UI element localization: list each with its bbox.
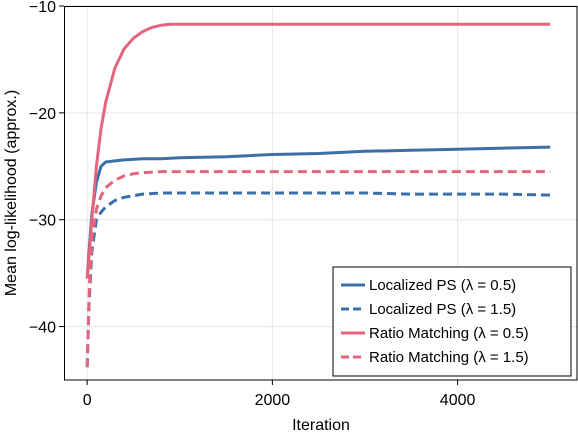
series-line bbox=[85, 22, 551, 279]
legend-entry: Ratio Matching (λ = 0.5) bbox=[369, 325, 529, 342]
legend-entry: Ratio Matching (λ = 1.5) bbox=[369, 349, 529, 366]
y-axis-label: Mean log-likelihood (approx.) bbox=[3, 90, 20, 296]
legend-entry: Localized PS (λ = 0.5) bbox=[369, 277, 516, 294]
y-tick-label: −40 bbox=[29, 320, 56, 337]
series-line bbox=[85, 145, 551, 279]
series-line bbox=[85, 170, 551, 368]
plot-frame bbox=[64, 6, 578, 381]
x-axis-label: Iteration bbox=[292, 417, 350, 432]
x-tick-label: 0 bbox=[83, 392, 92, 409]
x-tick-label: 4000 bbox=[440, 392, 476, 409]
x-tick-label: 2000 bbox=[255, 392, 291, 409]
legend-box bbox=[332, 266, 572, 377]
legend: Localized PS (λ = 0.5) Localized PS (λ = … bbox=[332, 266, 572, 377]
axis-ticks: 0 2000 4000 −10 −20 −30 −40 bbox=[29, 0, 476, 409]
series-line bbox=[85, 191, 551, 368]
series-lines bbox=[85, 22, 551, 368]
y-tick-label: −20 bbox=[29, 106, 56, 123]
y-tick-label: −10 bbox=[29, 0, 56, 16]
y-tick-label: −30 bbox=[29, 213, 56, 230]
legend-entry: Localized PS (λ = 1.5) bbox=[369, 301, 516, 318]
